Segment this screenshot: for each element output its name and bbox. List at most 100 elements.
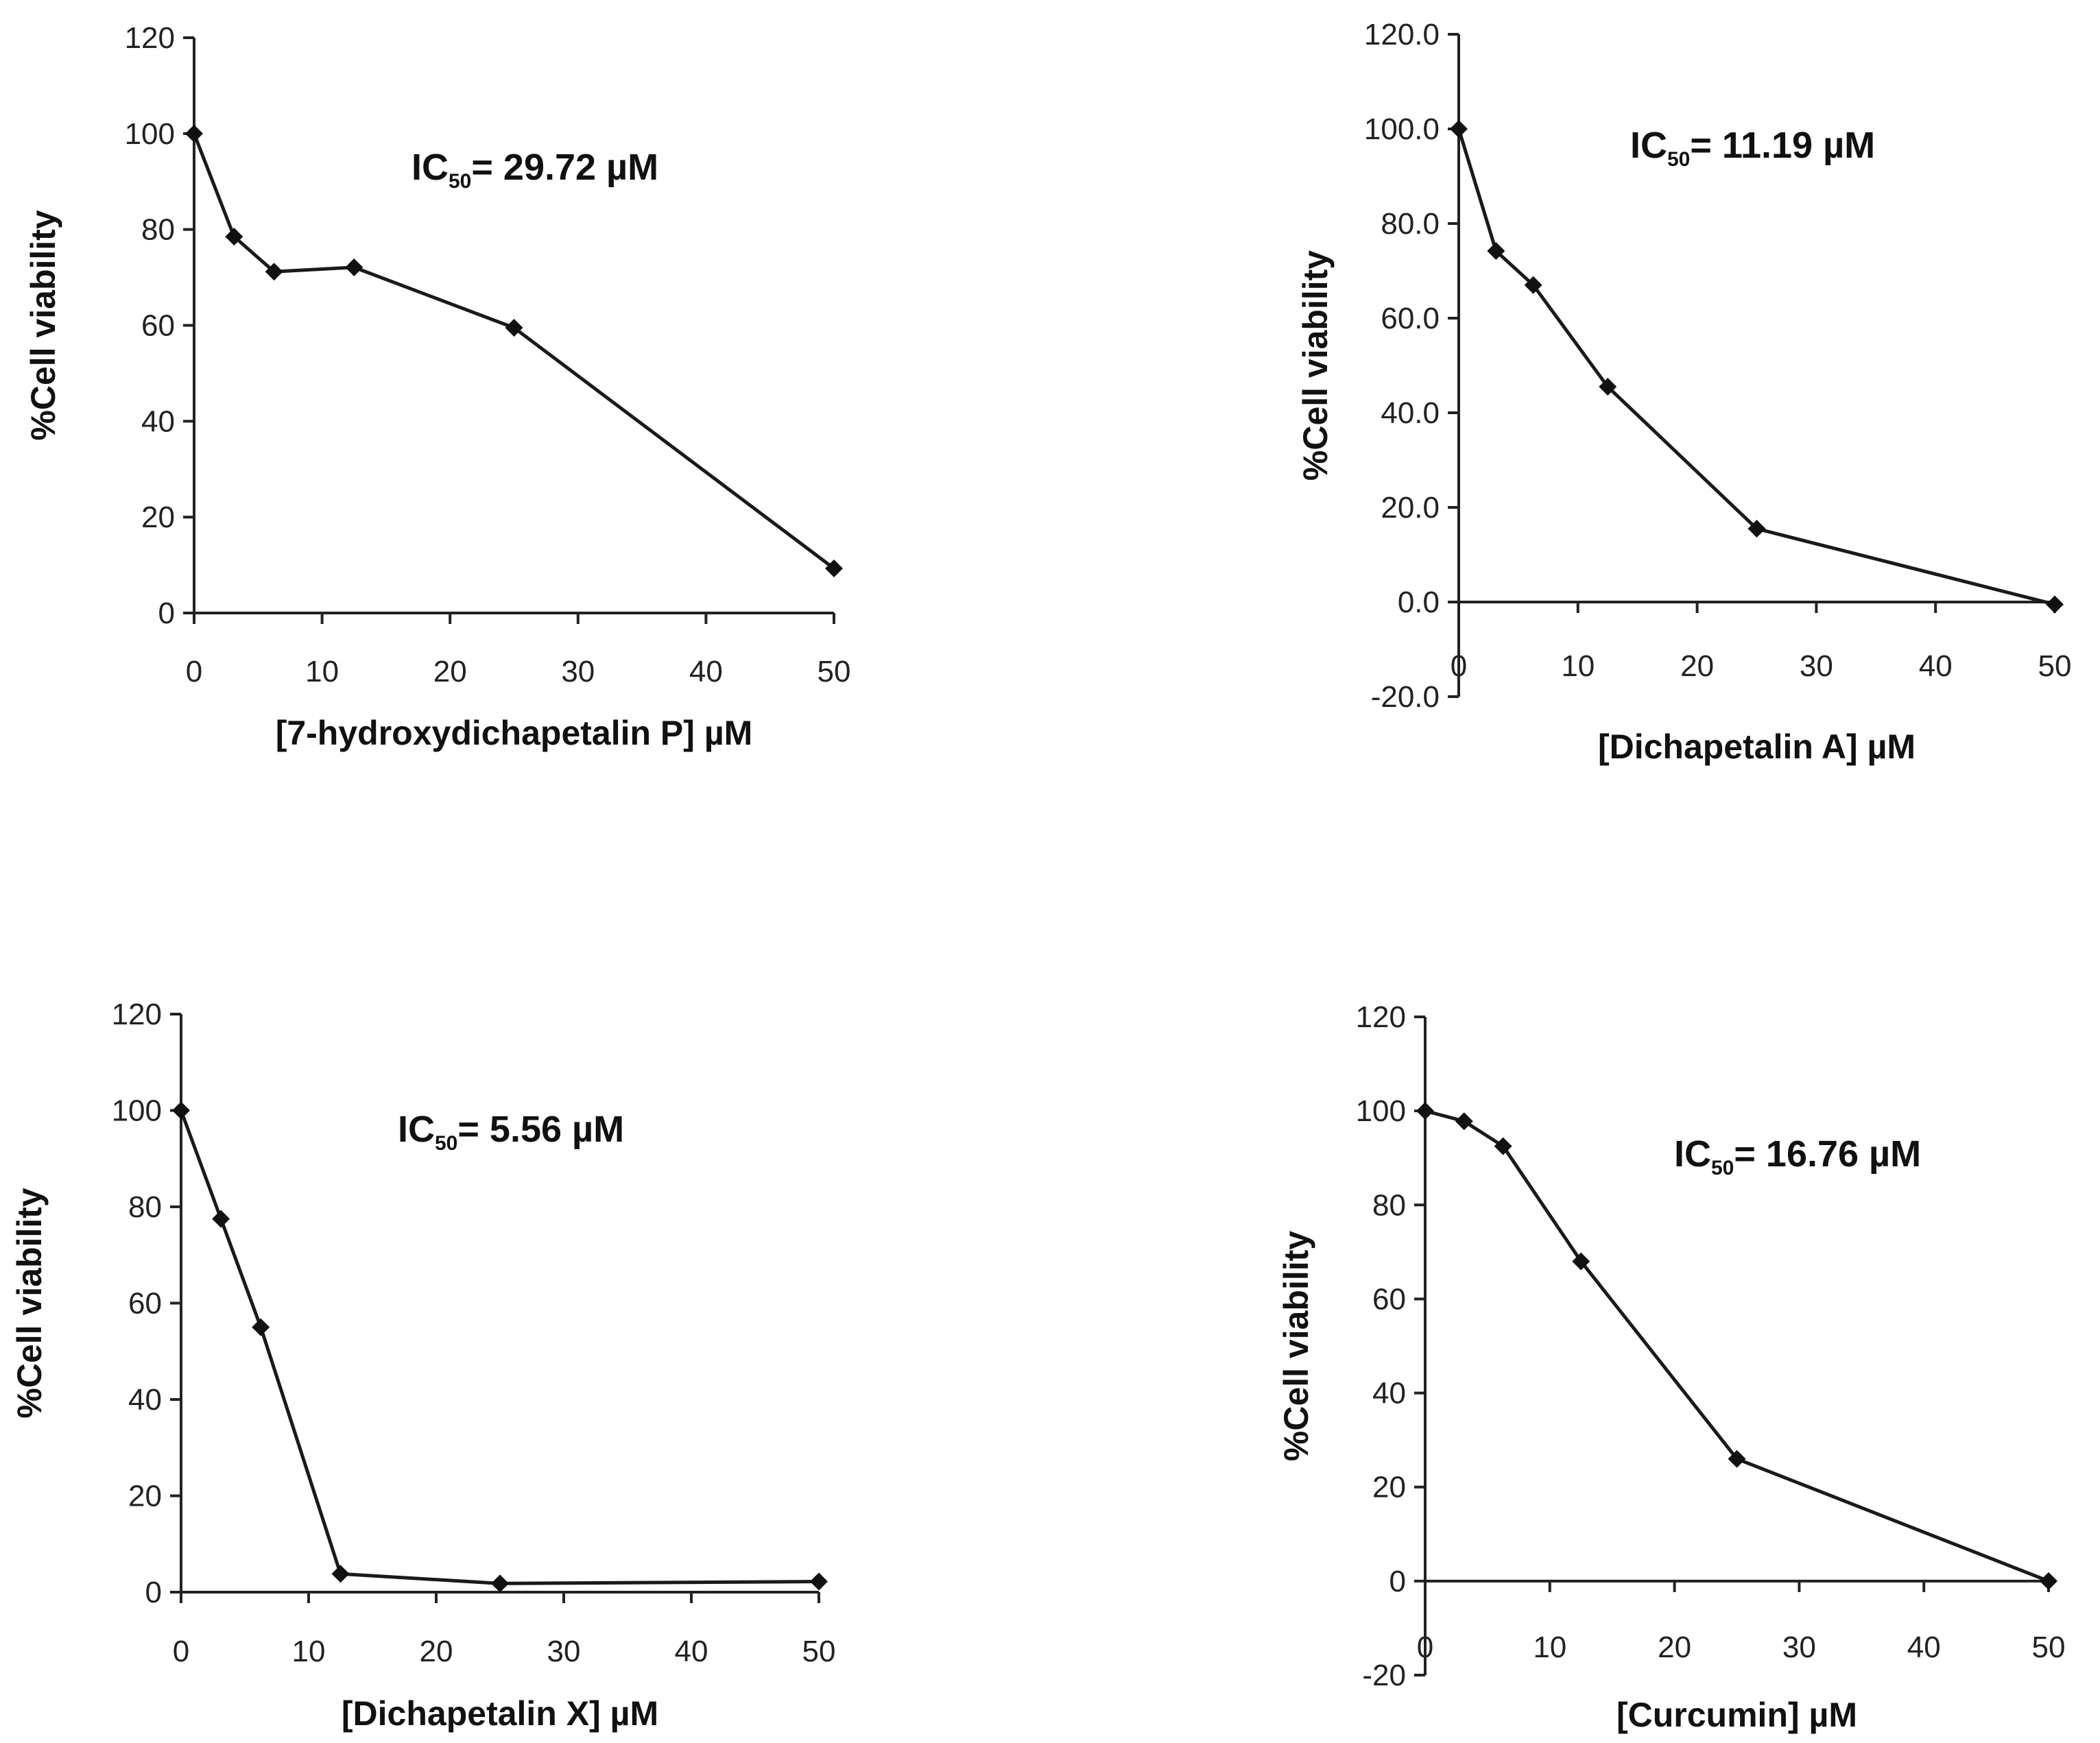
data-point-marker: [810, 1572, 828, 1591]
y-tick-label: 0.0: [1398, 586, 1440, 619]
y-axis-label: %Cell viability: [24, 210, 62, 440]
y-tick-label: 40: [141, 405, 175, 438]
x-axis-label: [Curcumin] µM: [1616, 1696, 1857, 1734]
x-tick-label: 0: [1417, 1631, 1433, 1664]
series-line: [192, 132, 835, 570]
y-tick-label: 0: [145, 1576, 162, 1609]
chart-dichapetalin-a: -20.0 0.0 20.0 40.0 60.0 80.0 100.0 120.0 0 10 20 3…: [1296, 18, 2072, 766]
x-axis-label: [Dichapetalin X] µM: [342, 1694, 658, 1733]
y-tick-label: 100.0: [1364, 112, 1440, 146]
data-point-marker: [265, 263, 283, 281]
data-point-marker: [1494, 1137, 1512, 1155]
data-point-marker: [1524, 276, 1542, 294]
y-tick-label: 100: [125, 117, 175, 151]
data-point-marker: [1416, 1102, 1434, 1120]
series-line: [1457, 128, 2055, 606]
y-axis-label: %Cell viability: [1277, 1231, 1315, 1461]
ic50-annotation: IC50= 16.76 µM: [1674, 1133, 1921, 1179]
x-tick-label: 50: [818, 655, 851, 688]
series-line: [1424, 1109, 2049, 1583]
chart-panel-curcumin: -20 0 20 40 60 80 100 120 0 10 20 30 40 50 [Curcumin] …: [1050, 872, 2100, 1743]
data-point-marker: [505, 318, 523, 337]
data-point-marker: [1599, 378, 1617, 396]
data-point-marker: [212, 1210, 230, 1228]
data-point-marker: [345, 258, 363, 276]
y-tick-label: 60.0: [1381, 302, 1440, 335]
data-point-marker: [1747, 520, 1766, 538]
y-tick-label: -20.0: [1371, 680, 1440, 714]
x-tick-label: 10: [292, 1635, 326, 1668]
y-tick-label: 120: [112, 998, 162, 1031]
x-tick-label: 50: [2038, 649, 2072, 683]
y-tick-label: 60: [1372, 1282, 1406, 1316]
x-axis-label: [7-hydroxydichapetalin P] µM: [276, 714, 753, 752]
x-tick-label: 30: [1800, 649, 1833, 683]
x-tick-label: 40: [1919, 649, 1953, 683]
y-tick-label: 120.0: [1364, 18, 1440, 51]
x-tick-label: 30: [547, 1635, 581, 1668]
data-point-marker: [2040, 1572, 2057, 1590]
data-point-marker: [1455, 1112, 1473, 1131]
chart-panel-dichapetalin-a: -20.0 0.0 20.0 40.0 60.0 80.0 100.0 120.0 0 10 20 3…: [1050, 0, 2100, 872]
y-tick-label: 120: [125, 21, 175, 55]
x-tick-label: 0: [173, 1635, 189, 1668]
x-tick-label: 0: [1451, 649, 1467, 683]
data-point-marker: [331, 1565, 350, 1583]
x-tick-label: 40: [1907, 1631, 1941, 1664]
y-axis-label: %Cell viability: [1296, 250, 1335, 481]
chart-panel-dichapetalin-x: 0 20 40 60 80 100 120 0 10 20 30 40 50 [Dichapetalin …: [0, 872, 1050, 1743]
y-tick-label: 20: [1372, 1471, 1406, 1504]
x-tick-label: 10: [1533, 1631, 1566, 1664]
y-tick-label: 120: [1356, 1000, 1406, 1034]
y-tick-label: 80: [141, 213, 175, 247]
data-point-marker: [252, 1318, 270, 1336]
x-tick-label: 30: [561, 655, 595, 688]
x-tick-label: 0: [186, 655, 202, 688]
data-point-marker: [825, 559, 843, 577]
data-point-marker: [225, 228, 243, 246]
ic50-annotation: IC50= 29.72 µM: [411, 147, 658, 193]
x-tick-label: 10: [305, 655, 339, 688]
x-tick-label: 40: [675, 1635, 708, 1668]
x-tick-label: 40: [689, 655, 723, 688]
y-tick-label: 0: [158, 597, 175, 630]
chart-curcumin: -20 0 20 40 60 80 100 120 0 10 20 30 40 50 [Curcumin] …: [1277, 1000, 2066, 1734]
x-tick-label: 50: [2032, 1631, 2066, 1664]
data-point-marker: [1728, 1450, 1746, 1468]
y-tick-label: 20.0: [1381, 491, 1440, 525]
x-tick-label: 20: [1680, 649, 1714, 683]
y-tick-label: -20: [1362, 1659, 1406, 1692]
y-tick-label: 0: [1389, 1565, 1406, 1598]
y-tick-label: 60: [141, 309, 175, 343]
data-point-marker: [491, 1574, 509, 1593]
data-point-marker: [185, 124, 203, 143]
chart-dichapetalin-x: 0 20 40 60 80 100 120 0 10 20 30 40 50 [Dichapetalin …: [10, 998, 836, 1733]
series-line: [179, 1109, 820, 1585]
ic50-annotation: IC50= 11.19 µM: [1630, 125, 1875, 171]
data-point-marker: [1572, 1252, 1590, 1271]
data-point-marker: [2046, 595, 2064, 614]
x-tick-label: 20: [420, 1635, 453, 1668]
x-tick-label: 30: [1782, 1631, 1816, 1664]
data-point-marker: [1487, 242, 1505, 261]
y-tick-label: 40: [1372, 1377, 1406, 1410]
y-tick-label: 20: [141, 501, 175, 534]
x-axis-label: [Dichapetalin A] µM: [1598, 728, 1916, 766]
y-tick-label: 60: [128, 1287, 162, 1321]
y-axis-label: %Cell viability: [10, 1188, 49, 1418]
x-tick-label: 50: [802, 1635, 836, 1668]
x-tick-label: 20: [1658, 1631, 1691, 1664]
y-tick-label: 100: [1356, 1094, 1406, 1128]
y-tick-label: 80: [128, 1190, 162, 1224]
data-point-marker: [1450, 120, 1468, 138]
y-tick-label: 40.0: [1381, 396, 1440, 430]
x-tick-label: 20: [433, 655, 467, 688]
y-tick-label: 100: [112, 1094, 162, 1128]
y-tick-label: 80.0: [1381, 207, 1440, 241]
x-tick-label: 10: [1561, 649, 1595, 683]
data-point-marker: [172, 1101, 190, 1120]
y-tick-label: 40: [128, 1383, 162, 1417]
y-tick-label: 20: [128, 1480, 162, 1513]
chart-7-hydroxydichapetalin-p: 0 20 40 60 80 100 120 0 10 20 30 40 50 [7-hydroxydich…: [24, 21, 851, 752]
ic50-annotation: IC50= 5.56 µM: [398, 1109, 624, 1155]
